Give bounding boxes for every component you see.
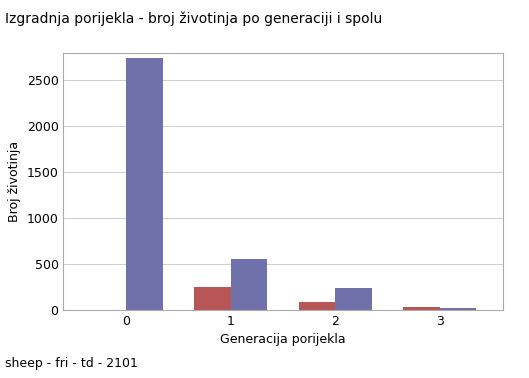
Bar: [403, 307, 440, 310]
Bar: [194, 287, 231, 310]
Bar: [440, 308, 477, 310]
Text: Izgradnja porijekla - broj životinja po generaciji i spolu: Izgradnja porijekla - broj životinja po …: [5, 11, 382, 26]
Text: sheep - fri - td - 2101: sheep - fri - td - 2101: [5, 358, 138, 370]
Bar: [299, 302, 335, 310]
Bar: [126, 57, 163, 310]
X-axis label: Generacija porijekla: Generacija porijekla: [220, 333, 346, 346]
Bar: [335, 288, 372, 310]
Bar: [231, 259, 267, 310]
Y-axis label: Broj životinja: Broj životinja: [8, 141, 21, 222]
